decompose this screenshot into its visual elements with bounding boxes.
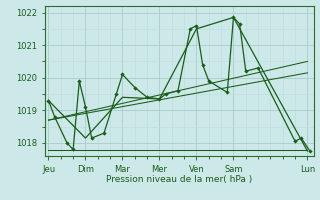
X-axis label: Pression niveau de la mer( hPa ): Pression niveau de la mer( hPa ) [106,175,252,184]
